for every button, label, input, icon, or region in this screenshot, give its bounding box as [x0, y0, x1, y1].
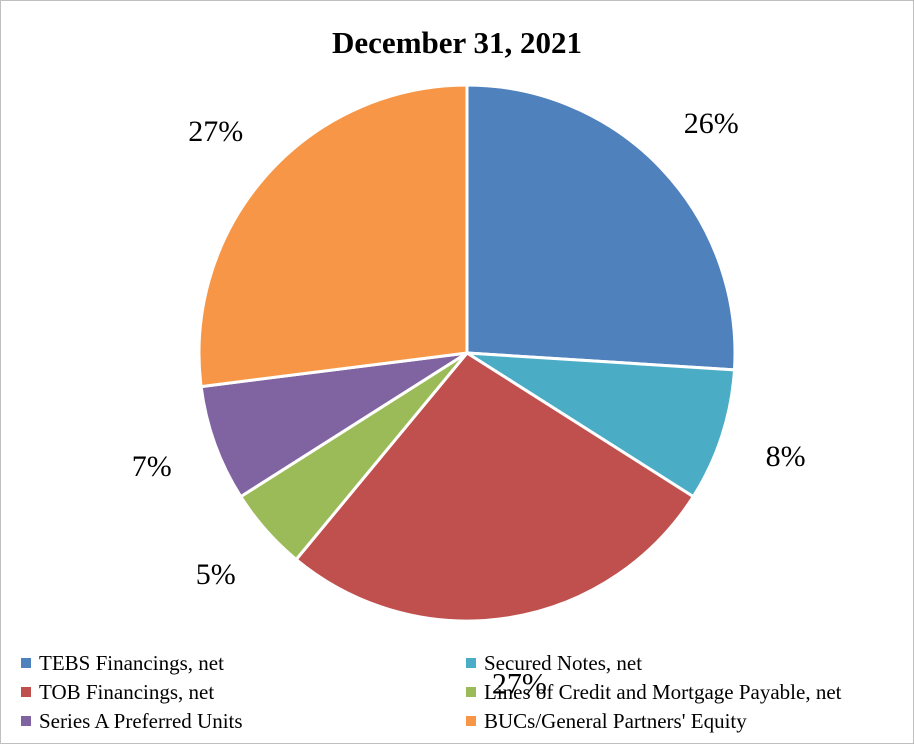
- legend-swatch-1: [21, 658, 31, 668]
- pie-slice-6: [197, 83, 469, 389]
- slice-data-label-3: 27%: [492, 667, 547, 700]
- legend-label-4: Lines of Credit and Mortgage Payable, ne…: [484, 679, 842, 704]
- legend-label-3: TOB Financings, net: [39, 679, 215, 704]
- chart-title: December 31, 2021: [332, 25, 582, 60]
- legend-item-4: Lines of Credit and Mortgage Payable, ne…: [466, 678, 841, 706]
- legend-swatch-3: [21, 687, 31, 697]
- legend-label-5: Series A Preferred Units: [39, 708, 243, 733]
- slice-data-label-1: 26%: [684, 107, 739, 140]
- legend-swatch-6: [466, 716, 476, 726]
- legend-item-3: TOB Financings, net: [21, 678, 214, 706]
- pie-slice-5: [199, 351, 469, 499]
- legend: TEBS Financings, net Secured Notes, net TO…: [1, 649, 913, 743]
- legend-label-1: TEBS Financings, net: [39, 650, 224, 675]
- slice-data-label-5: 7%: [132, 450, 172, 483]
- pie-slice-1: [465, 83, 737, 372]
- legend-swatch-4: [466, 687, 476, 697]
- slice-data-label-2: 8%: [766, 440, 806, 473]
- legend-item-5: Series A Preferred Units: [21, 707, 243, 735]
- legend-swatch-2: [466, 658, 476, 668]
- legend-item-1: TEBS Financings, net: [21, 649, 224, 677]
- pie-slice-3: [294, 351, 695, 623]
- legend-item-2: Secured Notes, net: [466, 649, 642, 677]
- legend-label-2: Secured Notes, net: [484, 650, 643, 675]
- slice-data-label-4: 5%: [196, 558, 236, 591]
- legend-swatch-5: [21, 716, 31, 726]
- legend-label-6: BUCs/General Partners' Equity: [484, 708, 747, 733]
- slice-data-label-6: 27%: [188, 115, 243, 148]
- pie-slice-2: [465, 351, 736, 499]
- legend-item-6: BUCs/General Partners' Equity: [466, 707, 747, 735]
